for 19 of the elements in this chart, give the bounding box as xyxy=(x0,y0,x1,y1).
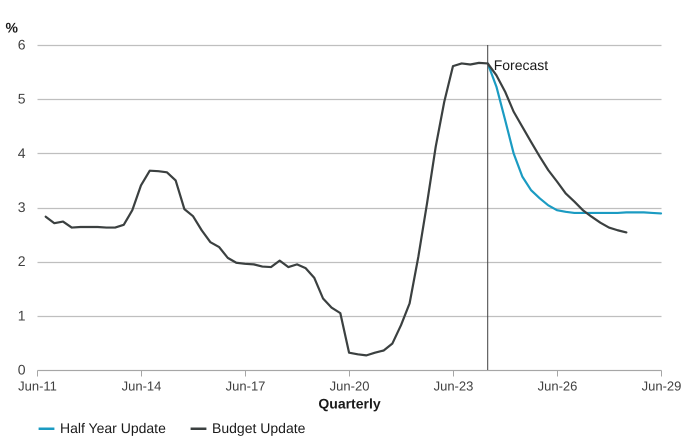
x-tick-label: Jun-14 xyxy=(122,378,162,394)
y-tick-label: 1 xyxy=(18,307,26,324)
legend-label: Half Year Update xyxy=(60,420,166,436)
x-axis-title: Quarterly xyxy=(318,396,381,412)
y-tick-label: 5 xyxy=(18,90,26,107)
ref-line-label: Forecast xyxy=(494,57,548,73)
x-tick-label: Jun-17 xyxy=(226,378,266,394)
y-tick-label: 4 xyxy=(18,144,26,161)
y-tick-label: 0 xyxy=(18,362,26,378)
y-tick-label: 3 xyxy=(18,199,26,215)
x-tick-label: Jun-20 xyxy=(330,378,370,394)
y-tick-label: 6 xyxy=(18,36,26,52)
legend-label: Budget Update xyxy=(212,420,306,436)
x-tick-label: Jun-23 xyxy=(434,378,474,394)
x-tick-label: Jun-11 xyxy=(18,378,57,394)
y-axis-title: % xyxy=(6,20,18,36)
y-tick-label: 2 xyxy=(18,253,26,270)
x-tick-label: Jun-29 xyxy=(642,378,682,394)
x-tick-label: Jun-26 xyxy=(538,378,578,394)
